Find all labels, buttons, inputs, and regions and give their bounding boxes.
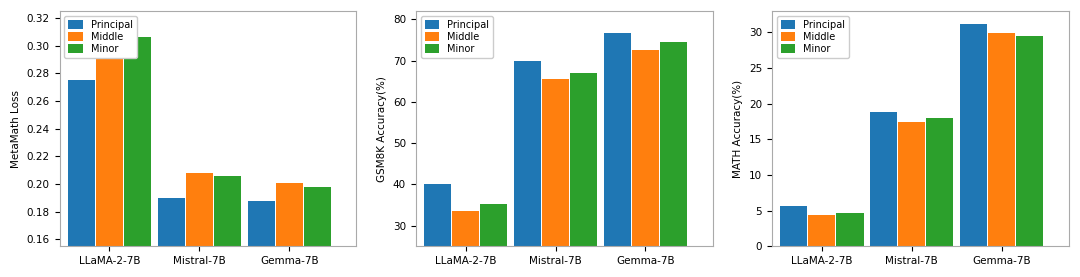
Bar — [68, 80, 95, 277]
Bar — [453, 211, 480, 277]
Bar — [837, 213, 864, 246]
Bar — [870, 112, 897, 246]
Bar — [158, 198, 185, 277]
Bar — [604, 33, 631, 277]
Bar — [96, 32, 123, 277]
Bar — [514, 61, 541, 277]
Bar — [423, 184, 451, 277]
Legend: Principal, Middle, Minor: Principal, Middle, Minor — [777, 16, 849, 58]
Bar — [927, 118, 954, 246]
Bar — [542, 79, 569, 277]
Legend: Principal, Middle, Minor: Principal, Middle, Minor — [420, 16, 492, 58]
Bar — [247, 201, 274, 277]
Bar — [1016, 36, 1043, 246]
Bar — [780, 206, 807, 246]
Bar — [808, 215, 836, 246]
Y-axis label: MetaMath Loss: MetaMath Loss — [11, 90, 22, 168]
Legend: Principal, Middle, Minor: Principal, Middle, Minor — [65, 16, 136, 58]
Bar — [632, 50, 659, 277]
Bar — [960, 24, 987, 246]
Bar — [214, 176, 241, 277]
Bar — [899, 122, 926, 246]
Bar — [303, 187, 330, 277]
Bar — [275, 183, 302, 277]
Bar — [570, 73, 597, 277]
Bar — [481, 204, 508, 277]
Y-axis label: MATH Accuracy(%): MATH Accuracy(%) — [733, 79, 743, 178]
Bar — [988, 33, 1015, 246]
Y-axis label: GSM8K Accuracy(%): GSM8K Accuracy(%) — [377, 76, 388, 182]
Bar — [660, 42, 687, 277]
Bar — [124, 37, 151, 277]
Bar — [186, 173, 213, 277]
